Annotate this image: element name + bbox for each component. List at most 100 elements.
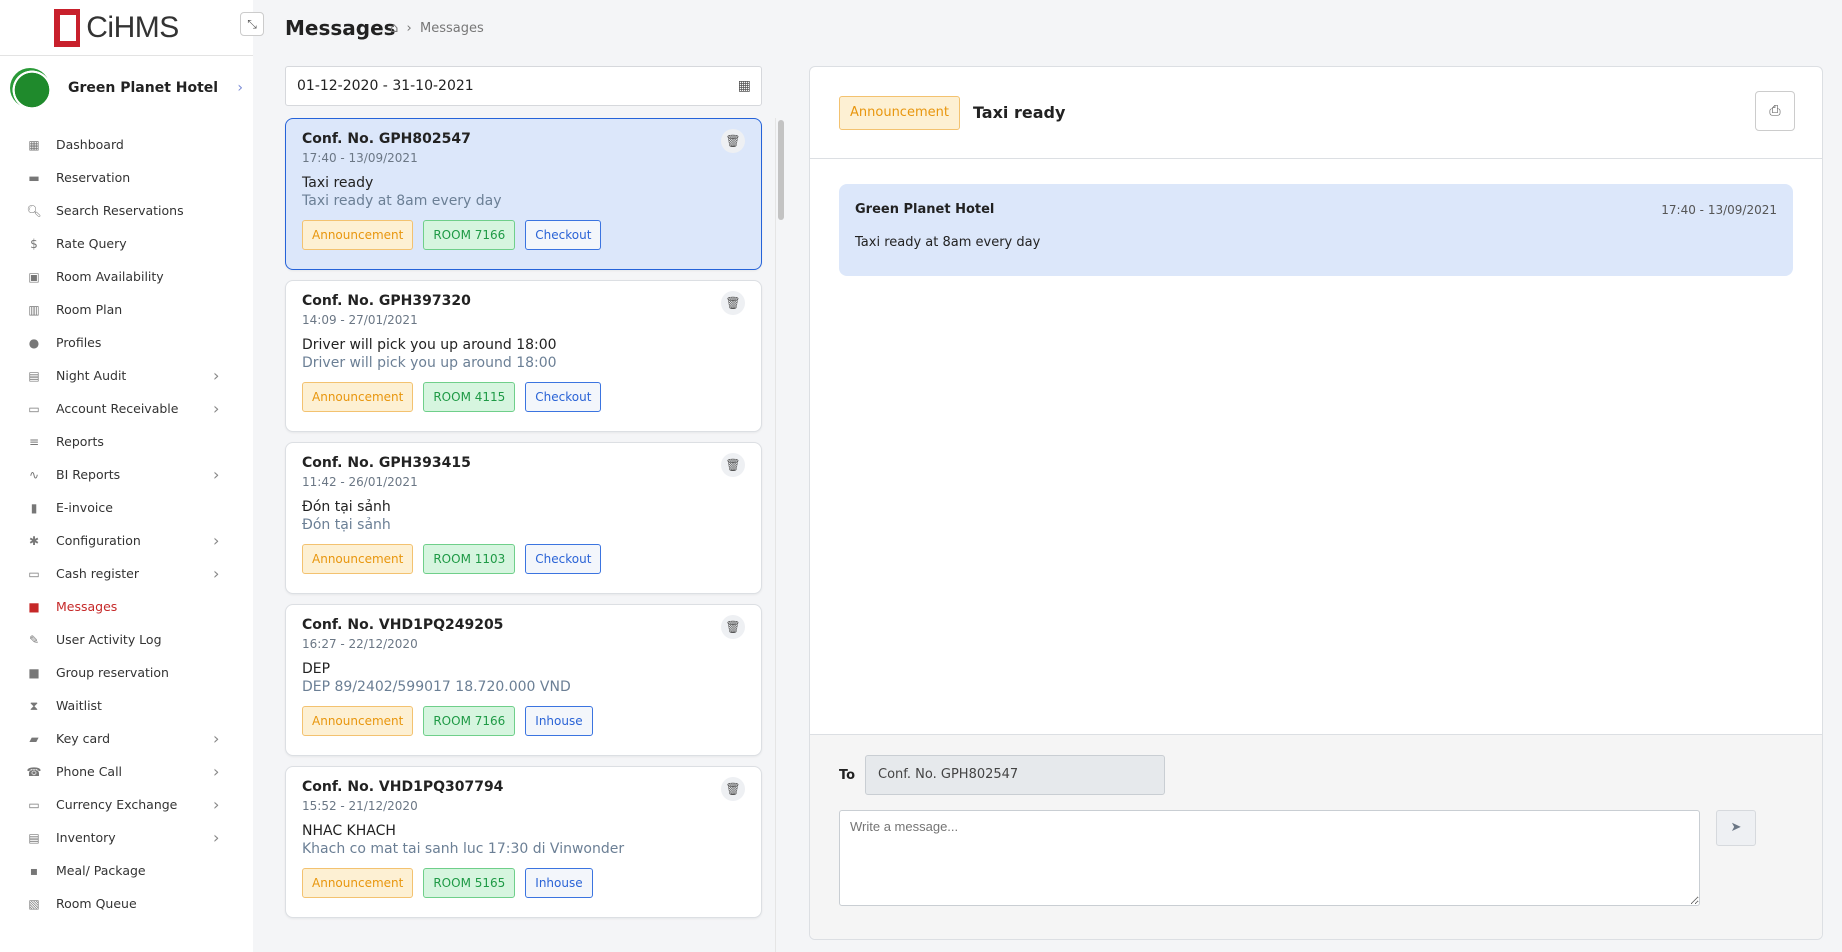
message-sender: Green Planet Hotel: [855, 202, 995, 217]
date-range-input[interactable]: 01-12-2020 - 31-10-2021 ▦: [285, 66, 762, 106]
money-icon: ▭: [28, 401, 40, 416]
keycard-icon: ▰: [29, 731, 39, 746]
scrollbar-thumb[interactable]: [778, 120, 784, 220]
gear-icon: ✱: [28, 533, 40, 548]
sidebar-item-label: Room Plan: [56, 302, 123, 317]
sidebar-item-room-availability[interactable]: ▣ Room Availability: [0, 260, 253, 293]
message-time: 17:40 - 13/09/2021: [302, 151, 418, 165]
message-card[interactable]: Conf. No. GPH393415 11:42 - 26/01/2021 Đ…: [285, 442, 762, 594]
sidebar-item-reservation[interactable]: ▬ Reservation: [0, 161, 253, 194]
calendar-icon[interactable]: ▦: [737, 78, 751, 94]
sidebar-item-rate-query[interactable]: $ Rate Query: [0, 227, 253, 260]
type-badge: Announcement: [302, 868, 414, 898]
collapse-sidebar-icon[interactable]: ⤡: [240, 12, 264, 36]
sidebar-item-room-plan[interactable]: ▥ Room Plan: [0, 293, 253, 326]
sidebar-item-e-invoice[interactable]: ▮ E-invoice: [0, 491, 253, 524]
recipient-field: Conf. No. GPH802547: [865, 755, 1165, 795]
sidebar-item-label: Messages: [56, 599, 118, 614]
sidebar-item-reports[interactable]: ≡ Reports: [0, 425, 253, 458]
home-icon[interactable]: ⌂: [390, 21, 399, 36]
chevron-right-icon: ›: [237, 80, 243, 96]
delete-icon[interactable]: 🗑︎: [721, 615, 745, 639]
chart-icon: ∿: [28, 467, 40, 482]
sidebar-item-label: Dashboard: [56, 137, 124, 152]
chevron-right-icon: ›: [213, 531, 220, 550]
sidebar-item-bi-reports[interactable]: ∿ BI Reports ›: [0, 458, 253, 491]
invoice-icon: ▮: [30, 500, 38, 515]
message-detail-panel: Announcement Taxi ready ⎙ Green Planet H…: [809, 66, 1823, 940]
bed-icon: ▬: [28, 170, 40, 185]
delete-icon[interactable]: 🗑︎: [721, 453, 745, 477]
message-subject: Driver will pick you up around 18:00: [302, 337, 557, 353]
sidebar-item-night-audit[interactable]: ▤ Night Audit ›: [0, 359, 253, 392]
message-card[interactable]: Conf. No. VHD1PQ307794 15:52 - 21/12/202…: [285, 766, 762, 918]
sidebar-item-messages[interactable]: ■ Messages: [0, 590, 253, 623]
room-badge: ROOM 7166: [423, 706, 516, 736]
message-preview: Taxi ready at 8am every day: [302, 193, 502, 209]
date-range-value: 01-12-2020 - 31-10-2021: [297, 78, 474, 94]
hotel-selector[interactable]: Green Planet Hotel ›: [0, 58, 253, 118]
status-badge: Checkout: [525, 382, 602, 412]
sidebar-item-room-queue[interactable]: ▧ Room Queue: [0, 887, 253, 920]
compose-area: To Conf. No. GPH802547 ➤: [810, 734, 1822, 939]
message-text: Taxi ready at 8am every day: [855, 235, 1041, 250]
sidebar-item-label: Search Reservations: [56, 203, 184, 218]
message-icon: ■: [28, 599, 40, 614]
hotel-logo-icon: [10, 68, 50, 108]
message-preview: DEP 89/2402/599017 18.720.000 VND: [302, 679, 571, 695]
sidebar-item-profiles[interactable]: ● Profiles: [0, 326, 253, 359]
message-input[interactable]: [839, 810, 1700, 906]
sidebar-item-inventory[interactable]: ▤ Inventory ›: [0, 821, 253, 854]
sidebar-item-label: E-invoice: [56, 500, 113, 515]
sidebar-item-label: Key card: [56, 731, 111, 746]
exchange-icon: ▭: [28, 797, 40, 812]
send-icon: ➤: [1730, 820, 1742, 835]
sidebar-item-currency-exchange[interactable]: ▭ Currency Exchange ›: [0, 788, 253, 821]
send-button[interactable]: ➤: [1716, 810, 1756, 846]
message-preview: Driver will pick you up around 18:00: [302, 355, 557, 371]
logo[interactable]: CiHMS: [0, 0, 253, 56]
sidebar-item-label: Group reservation: [56, 665, 169, 680]
chevron-right-icon: ›: [213, 762, 220, 781]
phone-icon: ☎: [26, 764, 42, 779]
message-card[interactable]: Conf. No. VHD1PQ249205 16:27 - 22/12/202…: [285, 604, 762, 756]
delete-icon[interactable]: 🗑︎: [721, 777, 745, 801]
room-badge: ROOM 7166: [423, 220, 516, 250]
sidebar-item-label: Waitlist: [56, 698, 102, 713]
message-card[interactable]: Conf. No. GPH397320 14:09 - 27/01/2021 D…: [285, 280, 762, 432]
message-card[interactable]: Conf. No. GPH802547 17:40 - 13/09/2021 T…: [285, 118, 762, 270]
delete-icon[interactable]: 🗑︎: [721, 129, 745, 153]
sidebar-item-meal-package[interactable]: ▪ Meal/ Package: [0, 854, 253, 887]
print-icon: ⎙: [1769, 103, 1781, 119]
sidebar-item-configuration[interactable]: ✱ Configuration ›: [0, 524, 253, 557]
logo-text: CiHMS: [86, 10, 179, 44]
delete-icon[interactable]: 🗑︎: [721, 291, 745, 315]
sidebar-item-label: Reports: [56, 434, 104, 449]
message-subject: NHAC KHACH: [302, 823, 396, 839]
sidebar-item-search-reservations[interactable]: 🔍︎ Search Reservations: [0, 194, 253, 227]
sidebar-item-label: Profiles: [56, 335, 102, 350]
print-button[interactable]: ⎙: [1755, 91, 1795, 131]
sidebar-item-label: Inventory: [56, 830, 116, 845]
sidebar-item-account-receivable[interactable]: ▭ Account Receivable ›: [0, 392, 253, 425]
sidebar-item-user-activity-log[interactable]: ✎ User Activity Log: [0, 623, 253, 656]
chevron-right-icon: ›: [213, 399, 220, 418]
sidebar-item-waitlist[interactable]: ⧗ Waitlist: [0, 689, 253, 722]
conf-number: Conf. No. VHD1PQ249205: [302, 617, 504, 633]
sidebar-item-group-reservation[interactable]: ■ Group reservation: [0, 656, 253, 689]
message-time: 14:09 - 27/01/2021: [302, 313, 418, 327]
sidebar-item-key-card[interactable]: ▰ Key card ›: [0, 722, 253, 755]
warehouse-icon: ▤: [28, 830, 40, 845]
sidebar-item-dashboard[interactable]: ▦ Dashboard: [0, 128, 253, 161]
person-icon: ●: [28, 335, 40, 350]
chevron-right-icon: ›: [213, 564, 220, 583]
hotel-name: Green Planet Hotel: [68, 80, 219, 96]
sidebar-item-cash-register[interactable]: ▭ Cash register ›: [0, 557, 253, 590]
message-subject: Taxi ready: [302, 175, 374, 191]
sidebar-item-phone-call[interactable]: ☎ Phone Call ›: [0, 755, 253, 788]
sidebar-menu: ▦ Dashboard ▬ Reservation 🔍︎ Search Reservati…: [0, 128, 253, 920]
status-badge: Checkout: [525, 220, 602, 250]
list-scrollbar[interactable]: [775, 118, 785, 952]
sidebar-item-label: BI Reports: [56, 467, 121, 482]
message-list: Conf. No. GPH802547 17:40 - 13/09/2021 T…: [285, 118, 762, 918]
